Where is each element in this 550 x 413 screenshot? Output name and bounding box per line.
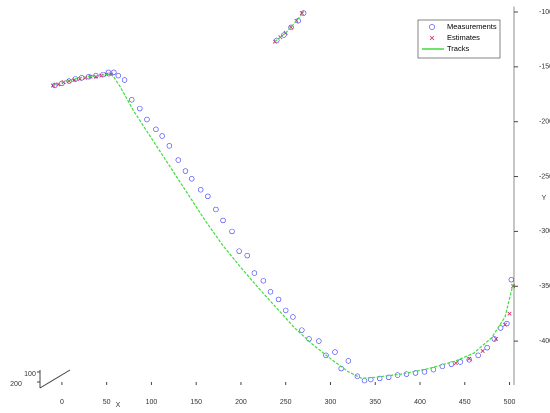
measurement [491, 336, 498, 342]
measurement [475, 352, 481, 359]
measurement [182, 168, 189, 174]
z-tick-label: 100 [24, 371, 36, 378]
x-tick-label: 200 [235, 399, 247, 406]
measurement [213, 206, 219, 213]
measurement [354, 373, 361, 379]
estimate [467, 356, 472, 361]
legend-label: Tracks [447, 44, 469, 53]
y-tick-label: -350 [539, 283, 550, 290]
measurement [166, 143, 173, 149]
x-axis-label: X [116, 402, 121, 409]
measurement [316, 338, 322, 344]
legend-marker [429, 24, 435, 30]
x-tick-label: 0 [60, 399, 64, 406]
measurement [175, 157, 181, 163]
x-tick-label: 350 [369, 399, 381, 406]
legend-label: Measurements [447, 22, 497, 31]
measurement [300, 10, 307, 16]
measurement [260, 278, 267, 284]
measurement [115, 72, 122, 79]
measurement [229, 228, 235, 235]
measurement [288, 24, 294, 31]
estimate [480, 348, 485, 354]
y-tick-label: -200 [539, 119, 550, 126]
measurement [189, 176, 195, 182]
estimate [494, 336, 499, 342]
measurement [377, 375, 383, 382]
measurement [508, 276, 515, 283]
y-tick-label: -100 [539, 9, 550, 16]
measurement [484, 344, 490, 351]
measurement [345, 358, 352, 364]
measurement [283, 307, 289, 314]
measurement [137, 105, 143, 112]
x-tick-label: 50 [103, 399, 111, 406]
legend-box [417, 19, 501, 59]
measurement [251, 270, 258, 276]
measurement [412, 370, 419, 376]
measurement [281, 32, 287, 38]
measurement [236, 248, 242, 254]
measurement [220, 217, 226, 224]
measurement [466, 357, 472, 363]
x-tick-label: 250 [280, 399, 292, 406]
measurement [421, 369, 428, 375]
z-axis-diag [39, 369, 71, 389]
x-tick-label: 450 [459, 399, 471, 406]
x-tick-label: 300 [325, 399, 337, 406]
estimate [502, 322, 508, 327]
y-tick-label: -400 [539, 338, 550, 345]
measurement [361, 377, 368, 384]
x-tick-label: 150 [190, 399, 202, 406]
estimate [507, 311, 512, 316]
measurement [197, 187, 204, 193]
measurement [267, 289, 274, 295]
x-tick-label: 400 [414, 399, 426, 406]
measurement [121, 77, 128, 83]
measurement [439, 363, 446, 370]
estimate [50, 83, 56, 88]
legend-label: Estimates [447, 33, 480, 42]
track-line [52, 11, 514, 380]
measurement [323, 352, 329, 359]
measurement [332, 349, 338, 355]
measurement [244, 252, 250, 259]
measurement [205, 193, 211, 199]
legend-marker [429, 35, 435, 41]
measurement [144, 116, 150, 123]
measurement [448, 361, 455, 367]
measurement [430, 366, 437, 373]
z-tick-label: 200 [10, 381, 22, 388]
measurement [290, 314, 296, 320]
measurement [299, 327, 305, 333]
measurement [385, 374, 392, 381]
y-tick-label: -300 [539, 228, 550, 235]
measurement [368, 376, 374, 383]
measurement [159, 133, 165, 139]
measurement [153, 126, 159, 133]
x-tick-label: 100 [146, 399, 158, 406]
y-tick-label: -250 [539, 173, 550, 180]
y-tick-label: -150 [539, 64, 550, 71]
y-axis-label: Y [542, 195, 547, 202]
estimate [83, 75, 88, 80]
measurement [111, 69, 117, 76]
legend: Measurements Estimates Tracks [417, 19, 501, 59]
measurement [129, 97, 135, 103]
measurement [275, 296, 282, 303]
x-tick-label: 500 [504, 399, 516, 406]
